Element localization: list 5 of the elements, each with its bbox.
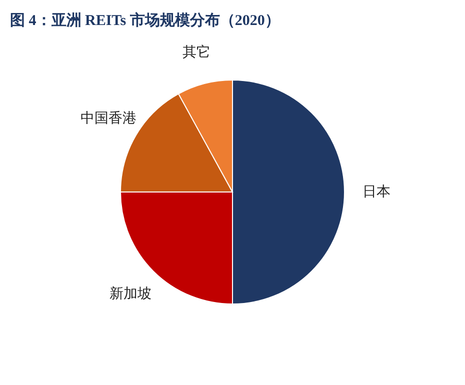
slice-label: 日本 bbox=[362, 184, 390, 200]
slice-label: 其它 bbox=[182, 44, 211, 61]
slice-label: 中国香港 bbox=[80, 110, 137, 127]
chart-title: 图 4：亚洲 REITs 市场规模分布（2020） bbox=[10, 11, 280, 29]
slice-label: 新加坡 bbox=[110, 286, 152, 302]
